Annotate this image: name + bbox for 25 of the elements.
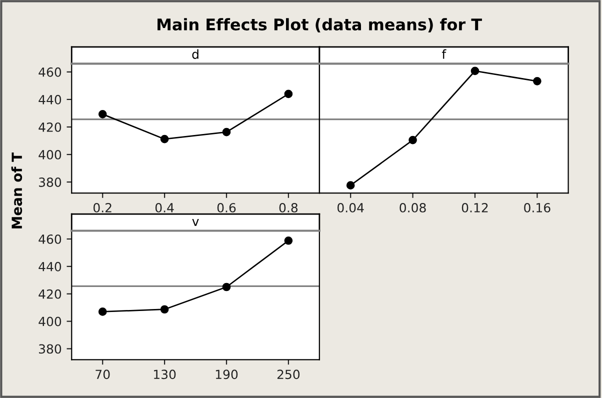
x-tick-label: 0.04	[337, 202, 364, 212]
y-tick-label: 460	[38, 234, 62, 244]
x-tick-label: 70	[96, 370, 110, 380]
x-tick-label: 0.08	[400, 202, 426, 212]
y-tick-label: 400	[38, 316, 62, 326]
y-tick-label: 380	[39, 177, 62, 187]
x-tick-label: 0.6	[217, 202, 236, 212]
x-tick-label: 0.2	[93, 202, 112, 212]
chart-title: Main Effects Plot (data means) for T	[158, 18, 482, 32]
y-tick-label: 400	[38, 150, 62, 160]
y-tick-label: 420	[38, 289, 62, 299]
y-axis-title: Mean of T	[11, 152, 22, 228]
y-tick-label: 440	[38, 262, 62, 272]
y-tick-label: 380	[39, 344, 62, 354]
y-tick-label: 460	[38, 67, 62, 77]
chart-subtitle: v	[192, 219, 199, 226]
x-tick-label: 190	[216, 370, 238, 380]
x-tick-label: 0.4	[155, 202, 174, 212]
x-tick-label: 250	[277, 370, 300, 380]
y-tick-label: 440	[38, 94, 62, 104]
x-tick-label: 0.16	[524, 202, 550, 212]
x-tick-label: 0.8	[279, 202, 298, 212]
x-tick-label: 130	[154, 370, 176, 380]
y-tick-label: 420	[38, 122, 62, 132]
x-tick-label: 0.12	[462, 202, 488, 212]
